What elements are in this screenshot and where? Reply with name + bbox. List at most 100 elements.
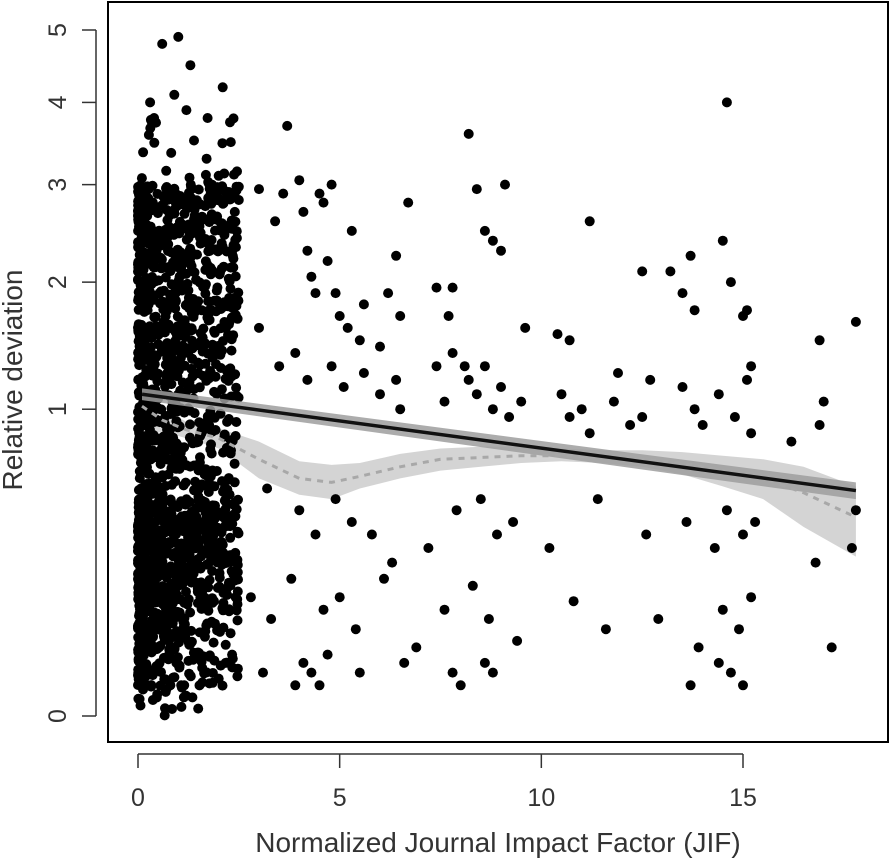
data-point — [725, 667, 736, 678]
data-point — [185, 419, 195, 430]
data-point — [487, 235, 498, 246]
data-point — [196, 305, 207, 316]
data-point — [310, 529, 321, 540]
data-point — [568, 596, 579, 607]
data-point — [147, 322, 158, 333]
data-point — [645, 374, 656, 385]
smooth-fit-line — [141, 404, 857, 519]
data-point — [608, 396, 619, 407]
data-point — [176, 265, 187, 276]
data-point — [200, 256, 211, 267]
data-point — [298, 657, 309, 668]
data-point — [217, 680, 228, 691]
data-point — [222, 582, 233, 593]
data-point — [166, 463, 177, 474]
data-point — [725, 277, 736, 288]
data-point — [160, 703, 170, 714]
data-point — [154, 495, 165, 506]
data-point — [233, 528, 244, 539]
data-point — [163, 319, 174, 330]
data-point — [166, 147, 177, 158]
data-point — [746, 428, 757, 439]
data-point — [200, 279, 211, 290]
data-point — [187, 371, 198, 382]
data-point — [133, 225, 144, 236]
data-point — [149, 113, 160, 123]
data-point — [188, 248, 199, 259]
data-point — [220, 639, 231, 650]
data-point — [220, 186, 231, 197]
data-point — [160, 627, 171, 638]
data-point — [496, 245, 506, 256]
data-point — [161, 572, 172, 583]
data-point — [713, 657, 724, 668]
data-point — [411, 642, 422, 653]
data-point — [729, 412, 740, 422]
data-point — [182, 529, 193, 540]
y-tick-label: 4 — [44, 95, 72, 109]
data-point — [194, 627, 205, 638]
plot-frame — [107, 1, 889, 743]
data-point — [202, 471, 213, 482]
data-point — [225, 532, 236, 543]
data-point — [314, 680, 325, 691]
data-point — [223, 520, 234, 531]
x-tick-label: 5 — [333, 784, 347, 812]
data-point — [742, 374, 752, 385]
data-point — [205, 444, 216, 455]
data-point — [134, 638, 145, 649]
data-point — [187, 335, 198, 346]
data-point — [146, 351, 157, 362]
data-point — [826, 642, 837, 653]
data-point — [208, 244, 219, 255]
data-point — [162, 454, 173, 465]
data-point — [200, 497, 211, 508]
data-point — [186, 636, 197, 647]
data-point — [584, 428, 595, 439]
data-point — [395, 311, 406, 321]
y-axis-title: Relative deviation — [0, 269, 28, 490]
data-point — [204, 296, 215, 307]
y-tick-label: 3 — [44, 178, 72, 192]
data-point — [188, 294, 199, 304]
data-point — [487, 404, 498, 415]
data-point — [165, 355, 176, 366]
data-point — [298, 206, 309, 217]
data-point — [134, 360, 145, 371]
data-point — [208, 637, 219, 648]
data-point — [492, 529, 502, 540]
data-point — [189, 135, 199, 146]
data-point — [224, 606, 235, 617]
data-point — [170, 327, 181, 338]
data-point — [290, 680, 301, 691]
data-point — [138, 628, 149, 639]
data-point — [141, 432, 152, 443]
data-point — [215, 267, 225, 278]
data-point — [354, 335, 365, 346]
data-point — [182, 203, 193, 214]
data-point — [165, 641, 176, 652]
data-point — [217, 82, 228, 93]
data-point — [818, 396, 829, 407]
data-point — [169, 89, 180, 100]
data-point — [135, 237, 146, 248]
data-point — [168, 364, 179, 375]
data-point — [685, 250, 696, 261]
data-point — [140, 196, 151, 207]
data-point — [212, 282, 223, 293]
data-point — [487, 667, 498, 678]
data-point — [232, 671, 243, 682]
data-point — [218, 598, 229, 608]
data-point — [151, 692, 162, 703]
data-point — [187, 325, 197, 336]
data-point — [172, 311, 183, 322]
data-point — [170, 296, 181, 307]
data-point — [170, 447, 181, 458]
data-point — [211, 359, 221, 370]
data-point — [201, 620, 212, 631]
data-point — [463, 128, 474, 139]
data-point — [338, 382, 349, 392]
data-point — [245, 592, 256, 603]
data-point — [254, 184, 264, 195]
